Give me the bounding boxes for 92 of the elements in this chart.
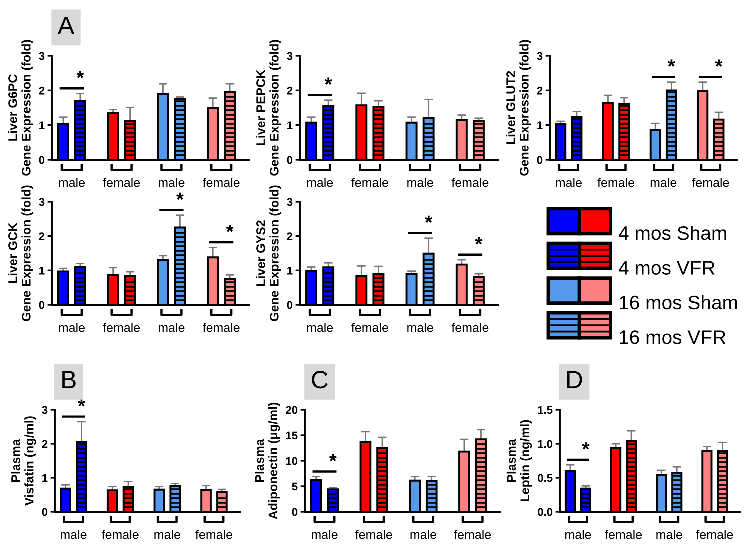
y-tick-label: 1 [538,122,543,130]
x-tick-label: female [696,530,734,540]
x-tick-label: male [158,323,185,332]
y-axis-title: Liver PEPCK Gene Expression (fold) [256,40,282,176]
y-tick-label: 1 [288,122,293,130]
y-tick-label: 2 [39,232,45,240]
data-label: * [76,71,84,78]
x-tick-label: male [556,178,582,188]
y-tick-label: 15 [286,432,298,440]
y-tick-label: 1 [288,267,293,275]
x-tick-label: male [154,530,180,540]
data-label: * [329,454,337,462]
y-tick-label: 0 [287,156,293,164]
y-axis-title: Liver G6PC Gene Expression (fold) [8,40,34,176]
y-tick-label: 2 [39,86,45,95]
y-axis-title: Liver GCK Gene Expression (fold) [8,186,34,322]
x-tick-label: male [158,178,185,188]
legend-label: 16 mos Sham [620,295,738,310]
y-axis-title: Liver GLUT2 Gene Expression (fold) [506,40,532,176]
y-tick-label: 3 [42,406,48,414]
y-tick-label: 2 [537,86,543,95]
y-tick-label: 5 [292,482,298,491]
y-tick-label: 3 [39,52,45,60]
data-label: * [176,192,184,200]
x-tick-label: female [202,323,240,332]
x-tick-label: male [307,323,334,332]
x-tick-label: female [605,530,642,540]
y-axis-title: Plasma Leptin (ng/ml) [506,420,532,502]
y-tick-label: 3 [287,52,293,60]
y-axis-title: Plasma Visfatin (ng/ml) [11,416,36,506]
x-tick-label: male [59,323,85,332]
x-tick-label: female [202,178,240,188]
chart-title: A [58,16,75,34]
y-tick-label: 0 [42,508,48,516]
y-tick-label: 0 [39,301,45,310]
y-tick-label: 0.0 [538,508,553,516]
y-tick-label: 1.0 [538,440,553,448]
y-tick-label: 1 [40,267,45,275]
legend-label: 4 mos VFR [618,261,715,275]
legend-label: 4 mos Sham [618,226,726,240]
x-tick-label: female [452,323,489,332]
data-label: * [226,225,234,232]
x-tick-label: female [103,323,140,332]
y-tick-label: 2 [287,86,293,95]
y-tick-label: 1 [42,474,48,482]
x-tick-label: male [656,530,682,540]
y-axis-title: Plasma Adiponectin (μg/ml) [254,402,280,520]
y-tick-label: 10 [286,457,298,466]
y-tick-label: 0 [292,508,298,516]
y-tick-label: 0 [39,156,45,164]
x-tick-label: male [312,530,338,540]
x-tick-label: female [196,530,232,540]
x-tick-label: male [408,178,434,188]
x-tick-label: female [452,178,489,188]
x-tick-label: female [352,178,388,188]
y-tick-label: 2 [42,440,48,448]
x-tick-label: male [408,323,434,332]
y-tick-label: 1.5 [538,406,553,414]
legend-label: 16 mos VFR [620,330,726,344]
y-tick-label: 3 [537,52,543,60]
data-label: * [715,60,723,67]
x-tick-label: male [566,530,592,540]
y-axis-title: Liver GYS2 Gene Expression (fold) [256,186,282,322]
data-label: * [425,216,433,224]
x-tick-label: female [454,530,492,540]
data-label: * [324,78,332,85]
x-tick-label: male [61,530,87,540]
data-label: * [475,237,483,245]
x-tick-label: female [692,178,730,188]
chart-title: C [312,371,328,389]
x-tick-label: female [103,178,140,188]
data-label: * [78,399,86,407]
data-label: * [668,60,676,67]
y-tick-label: 0.5 [538,474,553,482]
y-tick-label: 1 [40,122,45,130]
y-tick-label: 3 [39,198,45,206]
x-tick-label: male [410,530,436,540]
chart-title: B [62,371,76,388]
chart-title: D [567,371,582,388]
x-tick-label: female [356,530,392,540]
x-tick-label: female [352,323,388,332]
data-label: * [582,442,590,450]
y-tick-label: 0 [287,301,293,310]
y-tick-label: 20 [286,406,298,414]
x-tick-label: male [59,178,85,188]
y-tick-label: 2 [287,232,293,240]
x-tick-label: female [102,530,139,540]
x-tick-label: female [598,178,634,188]
y-tick-label: 3 [287,198,293,206]
y-tick-label: 0 [537,156,543,164]
x-tick-label: male [650,178,677,188]
x-tick-label: male [307,178,334,188]
